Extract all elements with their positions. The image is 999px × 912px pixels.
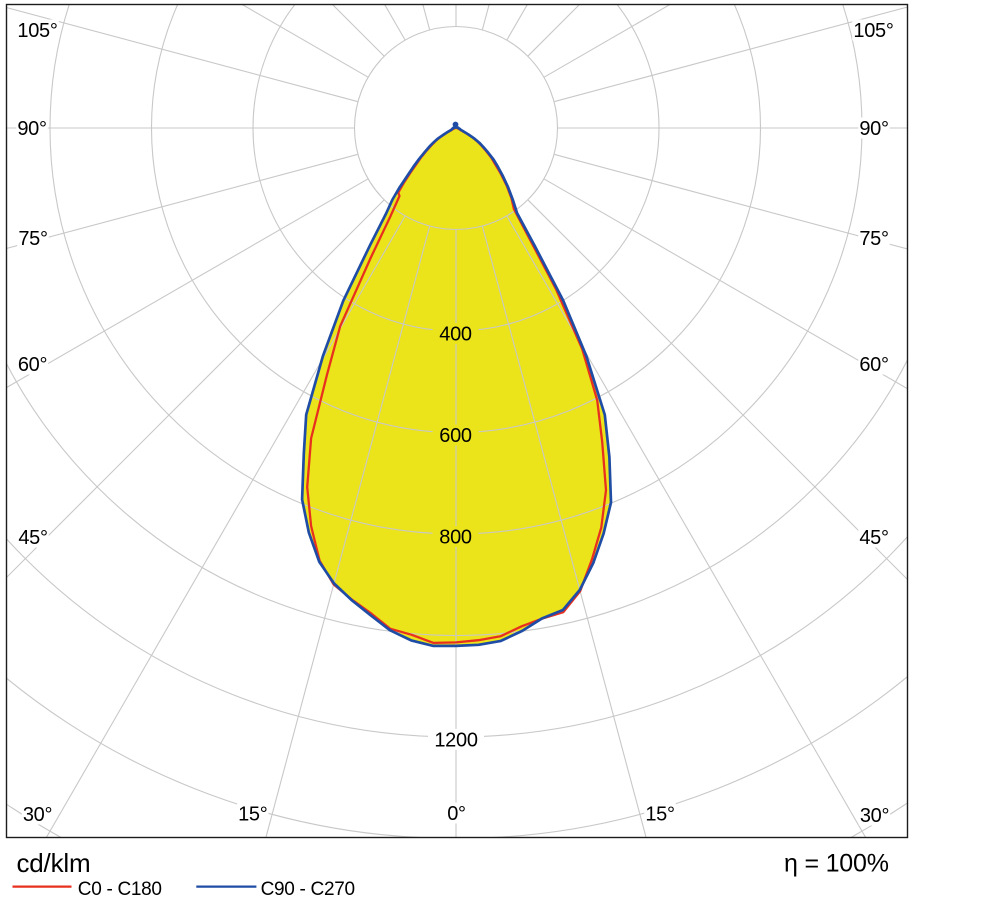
svg-text:C0 - C180: C0 - C180 <box>78 879 162 900</box>
svg-text:0°: 0° <box>447 803 466 825</box>
svg-text:30°: 30° <box>860 805 889 827</box>
svg-text:600: 600 <box>439 425 472 447</box>
svg-text:C90 - C270: C90 - C270 <box>261 879 355 900</box>
svg-text:400: 400 <box>439 324 472 346</box>
svg-text:45°: 45° <box>859 527 888 549</box>
svg-text:15°: 15° <box>645 804 674 826</box>
svg-text:60°: 60° <box>859 354 888 376</box>
svg-text:η = 100%: η = 100% <box>784 850 889 878</box>
svg-text:90°: 90° <box>17 118 46 140</box>
svg-text:105°: 105° <box>17 20 57 42</box>
svg-text:60°: 60° <box>18 354 47 376</box>
svg-text:15°: 15° <box>238 804 267 826</box>
svg-text:cd/klm: cd/klm <box>17 848 91 878</box>
svg-text:30°: 30° <box>23 804 52 826</box>
svg-text:75°: 75° <box>18 228 47 250</box>
svg-text:1200: 1200 <box>434 730 477 752</box>
svg-text:105°: 105° <box>853 20 893 42</box>
svg-text:75°: 75° <box>859 228 888 250</box>
svg-text:90°: 90° <box>859 118 888 140</box>
svg-text:45°: 45° <box>18 527 47 549</box>
svg-text:800: 800 <box>439 527 472 549</box>
